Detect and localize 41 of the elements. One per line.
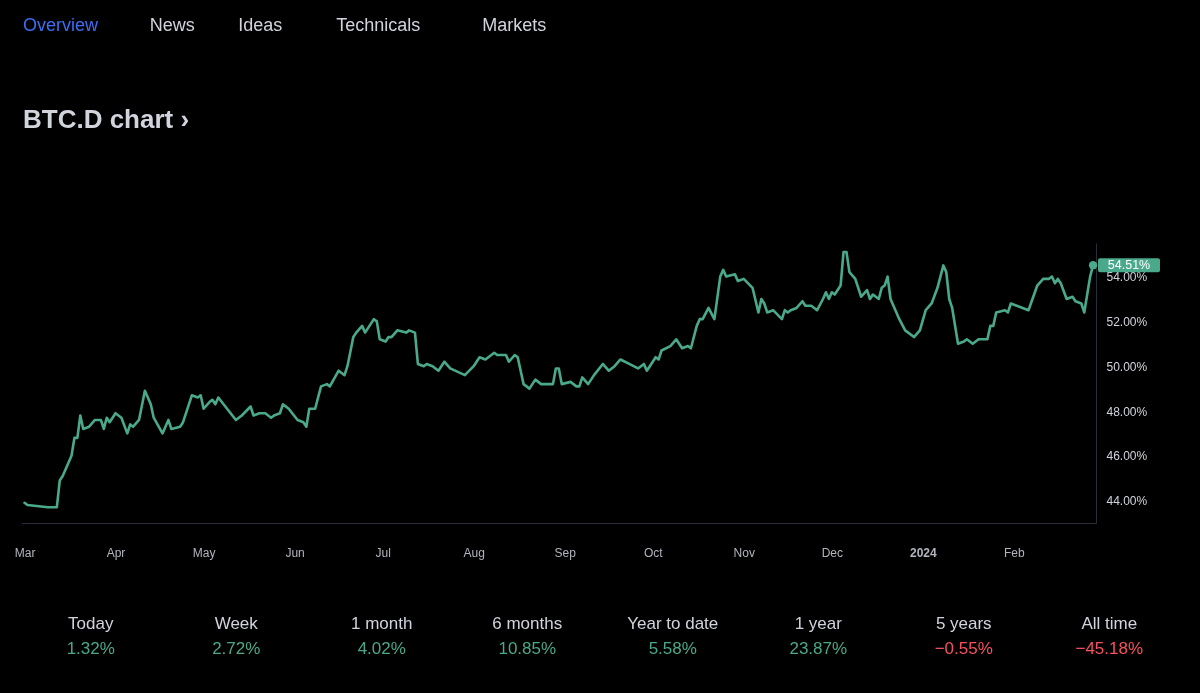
text: Technicals (336, 15, 421, 35)
text: 5.58% (648, 639, 697, 658)
category-label: 6 months (492, 614, 563, 633)
x-tick-label: Sep (554, 545, 577, 560)
text: 2.72% (212, 639, 261, 658)
y-tick-label: 44.00% (1106, 494, 1148, 509)
x-tick-label: Apr (106, 545, 126, 560)
chart-title: BTC.D chart › (23, 104, 190, 134)
annotation: 54.51% (1107, 258, 1151, 273)
x-tick-label: Dec (821, 545, 843, 560)
x-tick-label: Mar (14, 545, 36, 560)
y-tick-label: 48.00% (1106, 404, 1148, 419)
y-tick-label: 46.00% (1106, 449, 1148, 464)
text: 23.87% (789, 639, 848, 658)
category-label: 1 month (351, 614, 413, 633)
category-label: Year to date (627, 614, 719, 633)
text: −0.55% (934, 639, 993, 658)
x-tick-label: May (192, 545, 216, 560)
category-label: Today (68, 614, 114, 633)
x-tick-label: Oct (643, 545, 664, 560)
x-tick-label: Jul (375, 545, 391, 560)
x-tick-label: Feb (1003, 545, 1025, 560)
text: News (149, 15, 195, 35)
text: Overview (23, 15, 100, 35)
text: −45.18% (1075, 639, 1144, 658)
category-label: All time (1081, 614, 1138, 633)
x-tick-label: Aug (463, 545, 485, 560)
category-label: 1 year (794, 614, 843, 633)
x-tick-label: Jun (285, 545, 305, 560)
y-tick-label: 54.00% (1106, 270, 1148, 285)
category-label: 5 years (935, 614, 992, 633)
category-label: Week (214, 614, 259, 633)
x-tick-label: 2024 (909, 545, 937, 560)
text: 1.32% (66, 639, 115, 658)
x-tick-label: Nov (733, 545, 755, 560)
text: Markets (482, 15, 547, 35)
text: 10.85% (498, 639, 557, 658)
text: Ideas (238, 15, 283, 35)
text: 4.02% (357, 639, 406, 658)
y-tick-label: 52.00% (1106, 314, 1148, 329)
y-tick-label: 50.00% (1106, 359, 1148, 374)
